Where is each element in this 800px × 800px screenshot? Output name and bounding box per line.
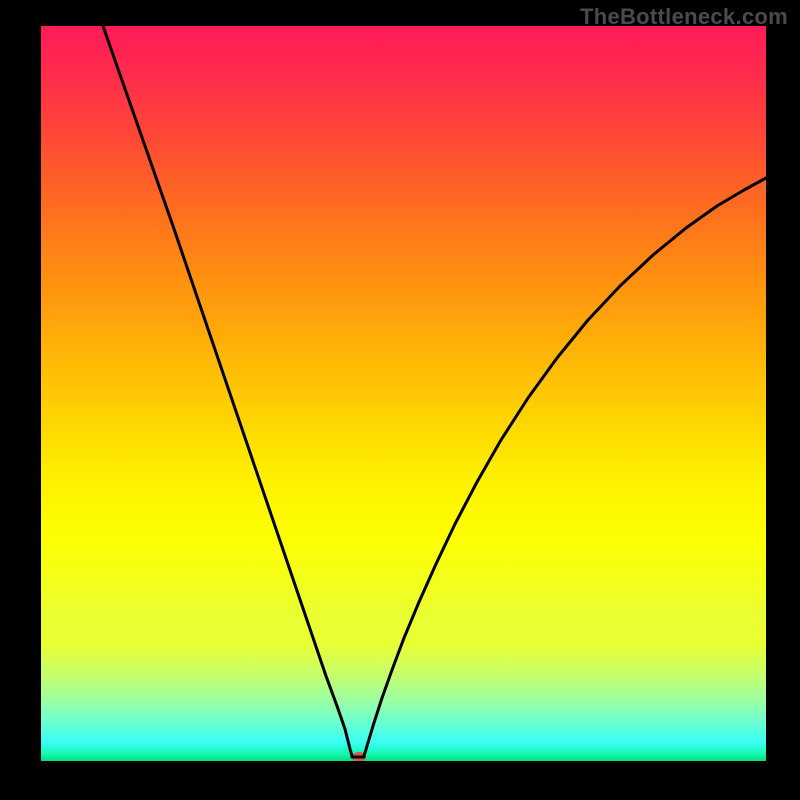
chart-container: TheBottleneck.com (0, 0, 800, 800)
gradient-background (41, 26, 766, 761)
plot-area (41, 26, 766, 761)
bottleneck-curve (41, 26, 766, 761)
watermark-text: TheBottleneck.com (580, 4, 788, 30)
